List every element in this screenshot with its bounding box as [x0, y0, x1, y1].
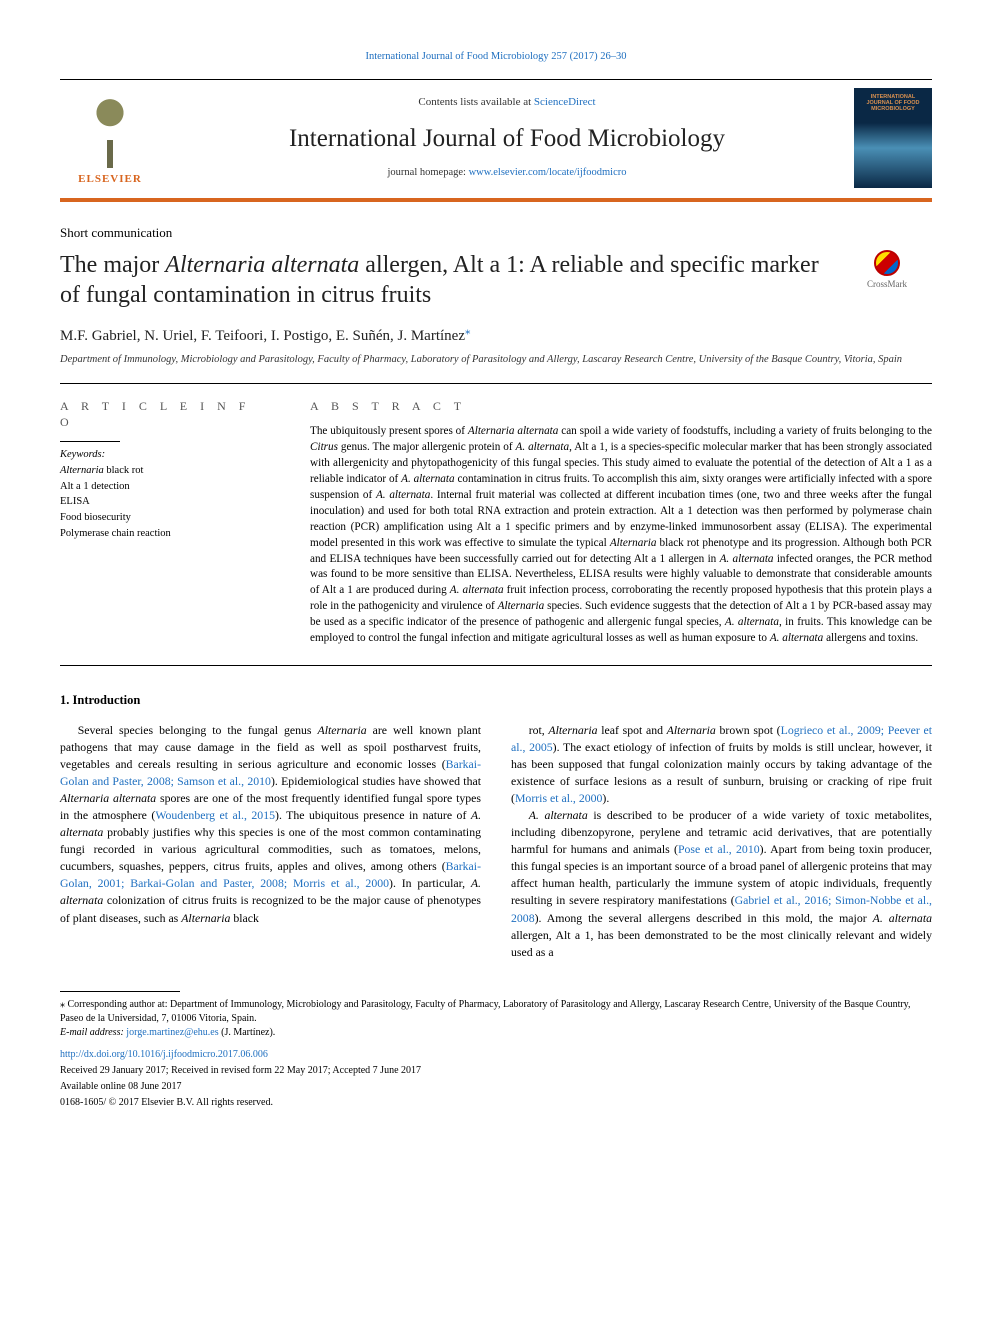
section-heading: 1. Introduction	[60, 692, 932, 710]
elsevier-tree-icon	[75, 98, 145, 168]
article-history: Received 29 January 2017; Received in re…	[60, 1064, 932, 1078]
italic-text: Alternaria alternata	[60, 791, 156, 805]
italic-text: Alternaria alternata	[468, 425, 559, 437]
email-label: E-mail address:	[60, 1027, 126, 1038]
abstract-text: The ubiquitously present spores of Alter…	[310, 424, 932, 647]
corresponding-mark[interactable]: ⁎	[465, 325, 471, 337]
text-run: Polymerase chain reaction	[60, 528, 171, 539]
text-run: leaf spot and	[598, 723, 667, 737]
italic-text: A. alternata	[516, 441, 570, 453]
text-run: Alt a 1 detection	[60, 481, 130, 492]
body-column-left: Several species belonging to the fungal …	[60, 722, 481, 961]
italic-text: Citrus	[310, 441, 338, 453]
citation-link[interactable]: Woudenberg et al., 2015	[155, 808, 275, 822]
article-info-label: A R T I C L E I N F O	[60, 398, 270, 432]
italic-text: Alternaria	[60, 465, 104, 476]
text-run: rot,	[529, 723, 549, 737]
running-head-link[interactable]: International Journal of Food Microbiolo…	[365, 51, 626, 62]
online-date: Available online 08 June 2017	[60, 1080, 932, 1094]
author-list: M.F. Gabriel, N. Uriel, F. Teifoori, I. …	[60, 324, 932, 347]
homepage-line: journal homepage: www.elsevier.com/locat…	[176, 166, 838, 181]
text-run: ELISA	[60, 496, 90, 507]
text-run: colonization of citrus fruits is recogni…	[60, 893, 481, 924]
text-run: ). The ubiquitous presence in nature of	[275, 808, 471, 822]
journal-cover-thumbnail: INTERNATIONAL JOURNAL OF FOOD MICROBIOLO…	[854, 88, 932, 188]
email-owner: (J. Martínez).	[219, 1027, 276, 1038]
text-run: ). Epidemiological studies have showed t…	[271, 774, 481, 788]
abstract-label: A B S T R A C T	[310, 398, 932, 415]
article-type: Short communication	[60, 224, 932, 242]
info-rule	[60, 441, 120, 442]
citation-link[interactable]: Morris et al., 2000	[515, 791, 602, 805]
text-run: black rot	[104, 465, 144, 476]
italic-text: Alternaria	[317, 723, 366, 737]
body-paragraph: Several species belonging to the fungal …	[60, 722, 481, 927]
italic-text: Alternaria	[181, 911, 230, 925]
italic-text: A. alternata	[401, 473, 454, 485]
contents-line: Contents lists available at ScienceDirec…	[176, 95, 838, 110]
footnotes: ⁎ Corresponding author at: Department of…	[60, 998, 932, 1040]
article-title: The major Alternaria alternata allergen,…	[60, 250, 822, 310]
running-head-citation: International Journal of Food Microbiolo…	[60, 50, 932, 65]
italic-text: A. alternata	[725, 616, 779, 628]
text-run: black	[230, 911, 259, 925]
email-link[interactable]: jorge.martinez@ehu.es	[126, 1027, 218, 1038]
cover-line: MICROBIOLOGY	[871, 106, 915, 112]
italic-text: A. alternata	[450, 584, 504, 596]
elsevier-logo: ELSEVIER	[60, 88, 160, 188]
italic-text: Alternaria	[498, 600, 545, 612]
text-run: Several species belonging to the fungal …	[78, 723, 318, 737]
italic-text: A. alternata	[376, 489, 430, 501]
text-run: can spoil a wide variety of foodstuffs, …	[558, 425, 932, 437]
italic-text: A. alternata	[529, 808, 588, 822]
crossmark-badge[interactable]: CrossMark	[842, 250, 932, 291]
journal-name: International Journal of Food Microbiolo…	[176, 121, 838, 156]
keywords-label: Keywords:	[60, 448, 270, 463]
italic-text: Alternaria	[548, 723, 597, 737]
sciencedirect-link[interactable]: ScienceDirect	[534, 96, 596, 108]
title-italic: Alternaria alternata	[165, 252, 359, 278]
italic-text: Alternaria	[667, 723, 716, 737]
body-paragraph: A. alternata is described to be producer…	[511, 807, 932, 961]
copyright-line: 0168-1605/ © 2017 Elsevier B.V. All righ…	[60, 1096, 932, 1110]
abstract-panel: A B S T R A C T The ubiquitously present…	[310, 398, 932, 647]
text-run: allergen, Alt a 1, has been demonstrated…	[511, 928, 932, 959]
italic-text: Alternaria	[610, 537, 657, 549]
body-column-right: rot, Alternaria leaf spot and Alternaria…	[511, 722, 932, 961]
crossmark-label: CrossMark	[867, 279, 907, 289]
journal-masthead: ELSEVIER Contents lists available at Sci…	[60, 79, 932, 202]
footnote-rule	[60, 991, 180, 992]
crossmark-icon	[874, 250, 900, 276]
body-paragraph: rot, Alternaria leaf spot and Alternaria…	[511, 722, 932, 807]
text-run: The ubiquitously present spores of	[310, 425, 468, 437]
article-info-panel: A R T I C L E I N F O Keywords: Alternar…	[60, 398, 270, 647]
doi-link[interactable]: http://dx.doi.org/10.1016/j.ijfoodmicro.…	[60, 1048, 932, 1062]
text-run: Food biosecurity	[60, 512, 131, 523]
title-text: The major	[60, 252, 165, 278]
authors-text: M.F. Gabriel, N. Uriel, F. Teifoori, I. …	[60, 328, 465, 344]
homepage-prefix: journal homepage:	[388, 167, 469, 178]
contents-prefix: Contents lists available at	[418, 96, 533, 108]
italic-text: A. alternata	[720, 553, 774, 565]
homepage-link[interactable]: www.elsevier.com/locate/ijfoodmicro	[469, 167, 627, 178]
text-run: allergens and toxins.	[823, 632, 918, 644]
text-run: ).	[602, 791, 609, 805]
keywords-list: Alternaria black rot Alt a 1 detection ELI…	[60, 463, 270, 542]
text-run: probably justifies why this species is o…	[60, 825, 481, 873]
italic-text: A. alternata	[873, 911, 932, 925]
text-run: brown spot (	[716, 723, 781, 737]
citation-link[interactable]: Pose et al., 2010	[678, 842, 760, 856]
italic-text: A. alternata	[770, 632, 823, 644]
text-run: ). In particular,	[389, 876, 471, 890]
email-footnote: E-mail address: jorge.martinez@ehu.es (J…	[60, 1026, 932, 1040]
text-run: genus. The major allergenic protein of	[338, 441, 516, 453]
affiliation: Department of Immunology, Microbiology a…	[60, 353, 932, 367]
corresponding-footnote: ⁎ Corresponding author at: Department of…	[60, 998, 932, 1026]
text-run: ). Among the several allergens described…	[535, 911, 873, 925]
elsevier-label: ELSEVIER	[78, 172, 142, 187]
